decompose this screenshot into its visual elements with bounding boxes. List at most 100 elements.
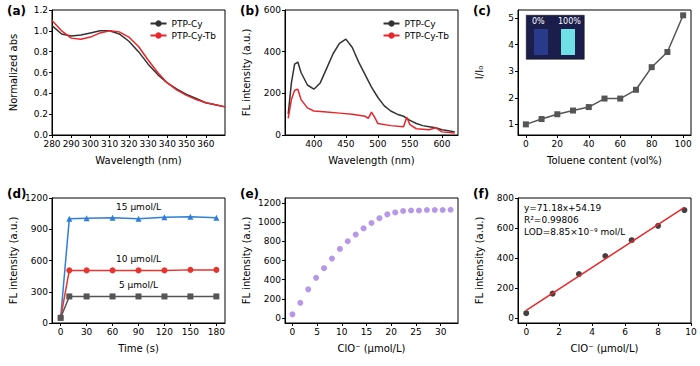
svg-text:80: 80	[646, 139, 658, 149]
svg-text:PTP-Cy: PTP-Cy	[405, 19, 437, 29]
svg-text:FL intensity (a.u.): FL intensity (a.u.)	[474, 217, 485, 305]
svg-text:500: 500	[369, 139, 386, 149]
svg-text:600: 600	[31, 256, 48, 266]
svg-text:0: 0	[523, 139, 529, 149]
svg-text:20: 20	[552, 139, 564, 149]
svg-text:Time (s): Time (s)	[117, 343, 159, 354]
svg-text:400: 400	[305, 139, 322, 149]
svg-text:4: 4	[589, 327, 595, 337]
svg-text:1200: 1200	[258, 198, 281, 208]
svg-text:15: 15	[361, 327, 372, 337]
svg-text:10: 10	[685, 327, 697, 337]
svg-text:Toluene content (vol%): Toluene content (vol%)	[546, 155, 662, 166]
svg-text:1: 1	[508, 119, 514, 129]
svg-text:900: 900	[31, 224, 48, 234]
svg-text:PTP-Cy: PTP-Cy	[172, 19, 204, 29]
svg-text:1000: 1000	[258, 217, 281, 227]
svg-text:0.4: 0.4	[34, 88, 49, 98]
svg-text:120: 120	[156, 327, 173, 337]
svg-text:(b): (b)	[240, 4, 260, 18]
svg-text:600: 600	[497, 223, 514, 233]
svg-text:360: 360	[197, 139, 214, 149]
svg-text:5 μmol/L: 5 μmol/L	[119, 280, 158, 290]
svg-text:280: 280	[43, 139, 60, 149]
svg-text:(d): (d)	[7, 187, 27, 201]
svg-text:ClO⁻ (μmol/L): ClO⁻ (μmol/L)	[338, 343, 406, 354]
svg-text:180: 180	[208, 327, 225, 337]
svg-text:600: 600	[264, 256, 281, 266]
svg-text:60: 60	[107, 327, 119, 337]
svg-text:(e): (e)	[240, 187, 259, 201]
svg-text:25: 25	[410, 327, 421, 337]
svg-text:Normalized abs: Normalized abs	[8, 34, 19, 112]
svg-text:8: 8	[655, 327, 661, 337]
svg-text:400: 400	[264, 275, 281, 285]
svg-text:4: 4	[508, 40, 514, 50]
svg-text:5: 5	[508, 13, 514, 23]
svg-text:5: 5	[314, 327, 320, 337]
svg-text:1.2: 1.2	[34, 5, 48, 15]
svg-text:1.0: 1.0	[34, 26, 49, 36]
svg-text:350: 350	[178, 139, 195, 149]
svg-text:Wavelength (nm): Wavelength (nm)	[328, 155, 414, 166]
svg-text:290: 290	[63, 139, 80, 149]
svg-text:(f): (f)	[473, 187, 489, 201]
svg-text:0: 0	[42, 318, 48, 328]
svg-text:800: 800	[497, 193, 514, 203]
svg-text:0: 0	[523, 327, 529, 337]
svg-text:R²=0.99806: R²=0.99806	[524, 215, 579, 225]
svg-text:15 μmol/L: 15 μmol/L	[116, 202, 161, 212]
svg-text:200: 200	[264, 294, 281, 304]
svg-text:0.8: 0.8	[34, 47, 49, 57]
svg-text:40: 40	[583, 139, 595, 149]
svg-text:320: 320	[120, 139, 137, 149]
svg-text:PTP-Cy-Tb: PTP-Cy-Tb	[405, 31, 450, 41]
svg-text:ClO⁻ (μmol/L): ClO⁻ (μmol/L)	[571, 343, 639, 354]
svg-text:0: 0	[275, 313, 281, 323]
svg-text:2: 2	[508, 93, 514, 103]
svg-text:100: 100	[675, 139, 692, 149]
svg-text:0: 0	[290, 327, 296, 337]
svg-text:2: 2	[556, 327, 562, 337]
svg-text:I/I₀: I/I₀	[474, 66, 485, 79]
svg-text:y=71.18x+54.19: y=71.18x+54.19	[524, 203, 602, 213]
svg-text:1200: 1200	[25, 193, 48, 203]
svg-text:310: 310	[101, 139, 118, 149]
svg-text:0: 0	[58, 327, 64, 337]
svg-text:800: 800	[264, 236, 281, 246]
svg-text:30: 30	[435, 327, 447, 337]
svg-text:60: 60	[615, 139, 627, 149]
svg-text:330: 330	[140, 139, 157, 149]
svg-text:300: 300	[82, 139, 99, 149]
svg-text:30: 30	[81, 327, 93, 337]
svg-text:FL intensity (a.u.): FL intensity (a.u.)	[241, 217, 252, 305]
svg-text:90: 90	[133, 327, 145, 337]
svg-text:10 μmol/L: 10 μmol/L	[116, 254, 161, 264]
svg-text:Wavelength (nm): Wavelength (nm)	[95, 155, 181, 166]
svg-text:600: 600	[264, 5, 281, 15]
svg-text:PTP-Cy-Tb: PTP-Cy-Tb	[172, 31, 217, 41]
svg-text:0: 0	[508, 313, 514, 323]
svg-text:FL intensity (a.u.): FL intensity (a.u.)	[241, 29, 252, 117]
svg-text:3: 3	[508, 66, 514, 76]
svg-text:0%: 0%	[532, 17, 545, 26]
svg-text:300: 300	[31, 287, 48, 297]
svg-text:20: 20	[386, 327, 398, 337]
svg-text:FL intensity (a.u.): FL intensity (a.u.)	[8, 217, 19, 305]
svg-text:0: 0	[275, 130, 281, 140]
svg-text:400: 400	[497, 253, 514, 263]
svg-text:0.2: 0.2	[34, 109, 48, 119]
svg-text:200: 200	[497, 283, 514, 293]
svg-text:100%: 100%	[558, 17, 581, 26]
svg-text:340: 340	[159, 139, 176, 149]
svg-text:(a): (a)	[7, 4, 26, 18]
svg-text:LOD=8.85×10⁻⁹ mol/L: LOD=8.85×10⁻⁹ mol/L	[524, 227, 625, 237]
svg-text:200: 200	[264, 88, 281, 98]
svg-text:450: 450	[337, 139, 354, 149]
svg-text:600: 600	[433, 139, 450, 149]
svg-text:150: 150	[182, 327, 199, 337]
svg-text:0.6: 0.6	[34, 68, 49, 78]
svg-text:550: 550	[401, 139, 418, 149]
svg-text:10: 10	[336, 327, 348, 337]
svg-text:6: 6	[622, 327, 628, 337]
